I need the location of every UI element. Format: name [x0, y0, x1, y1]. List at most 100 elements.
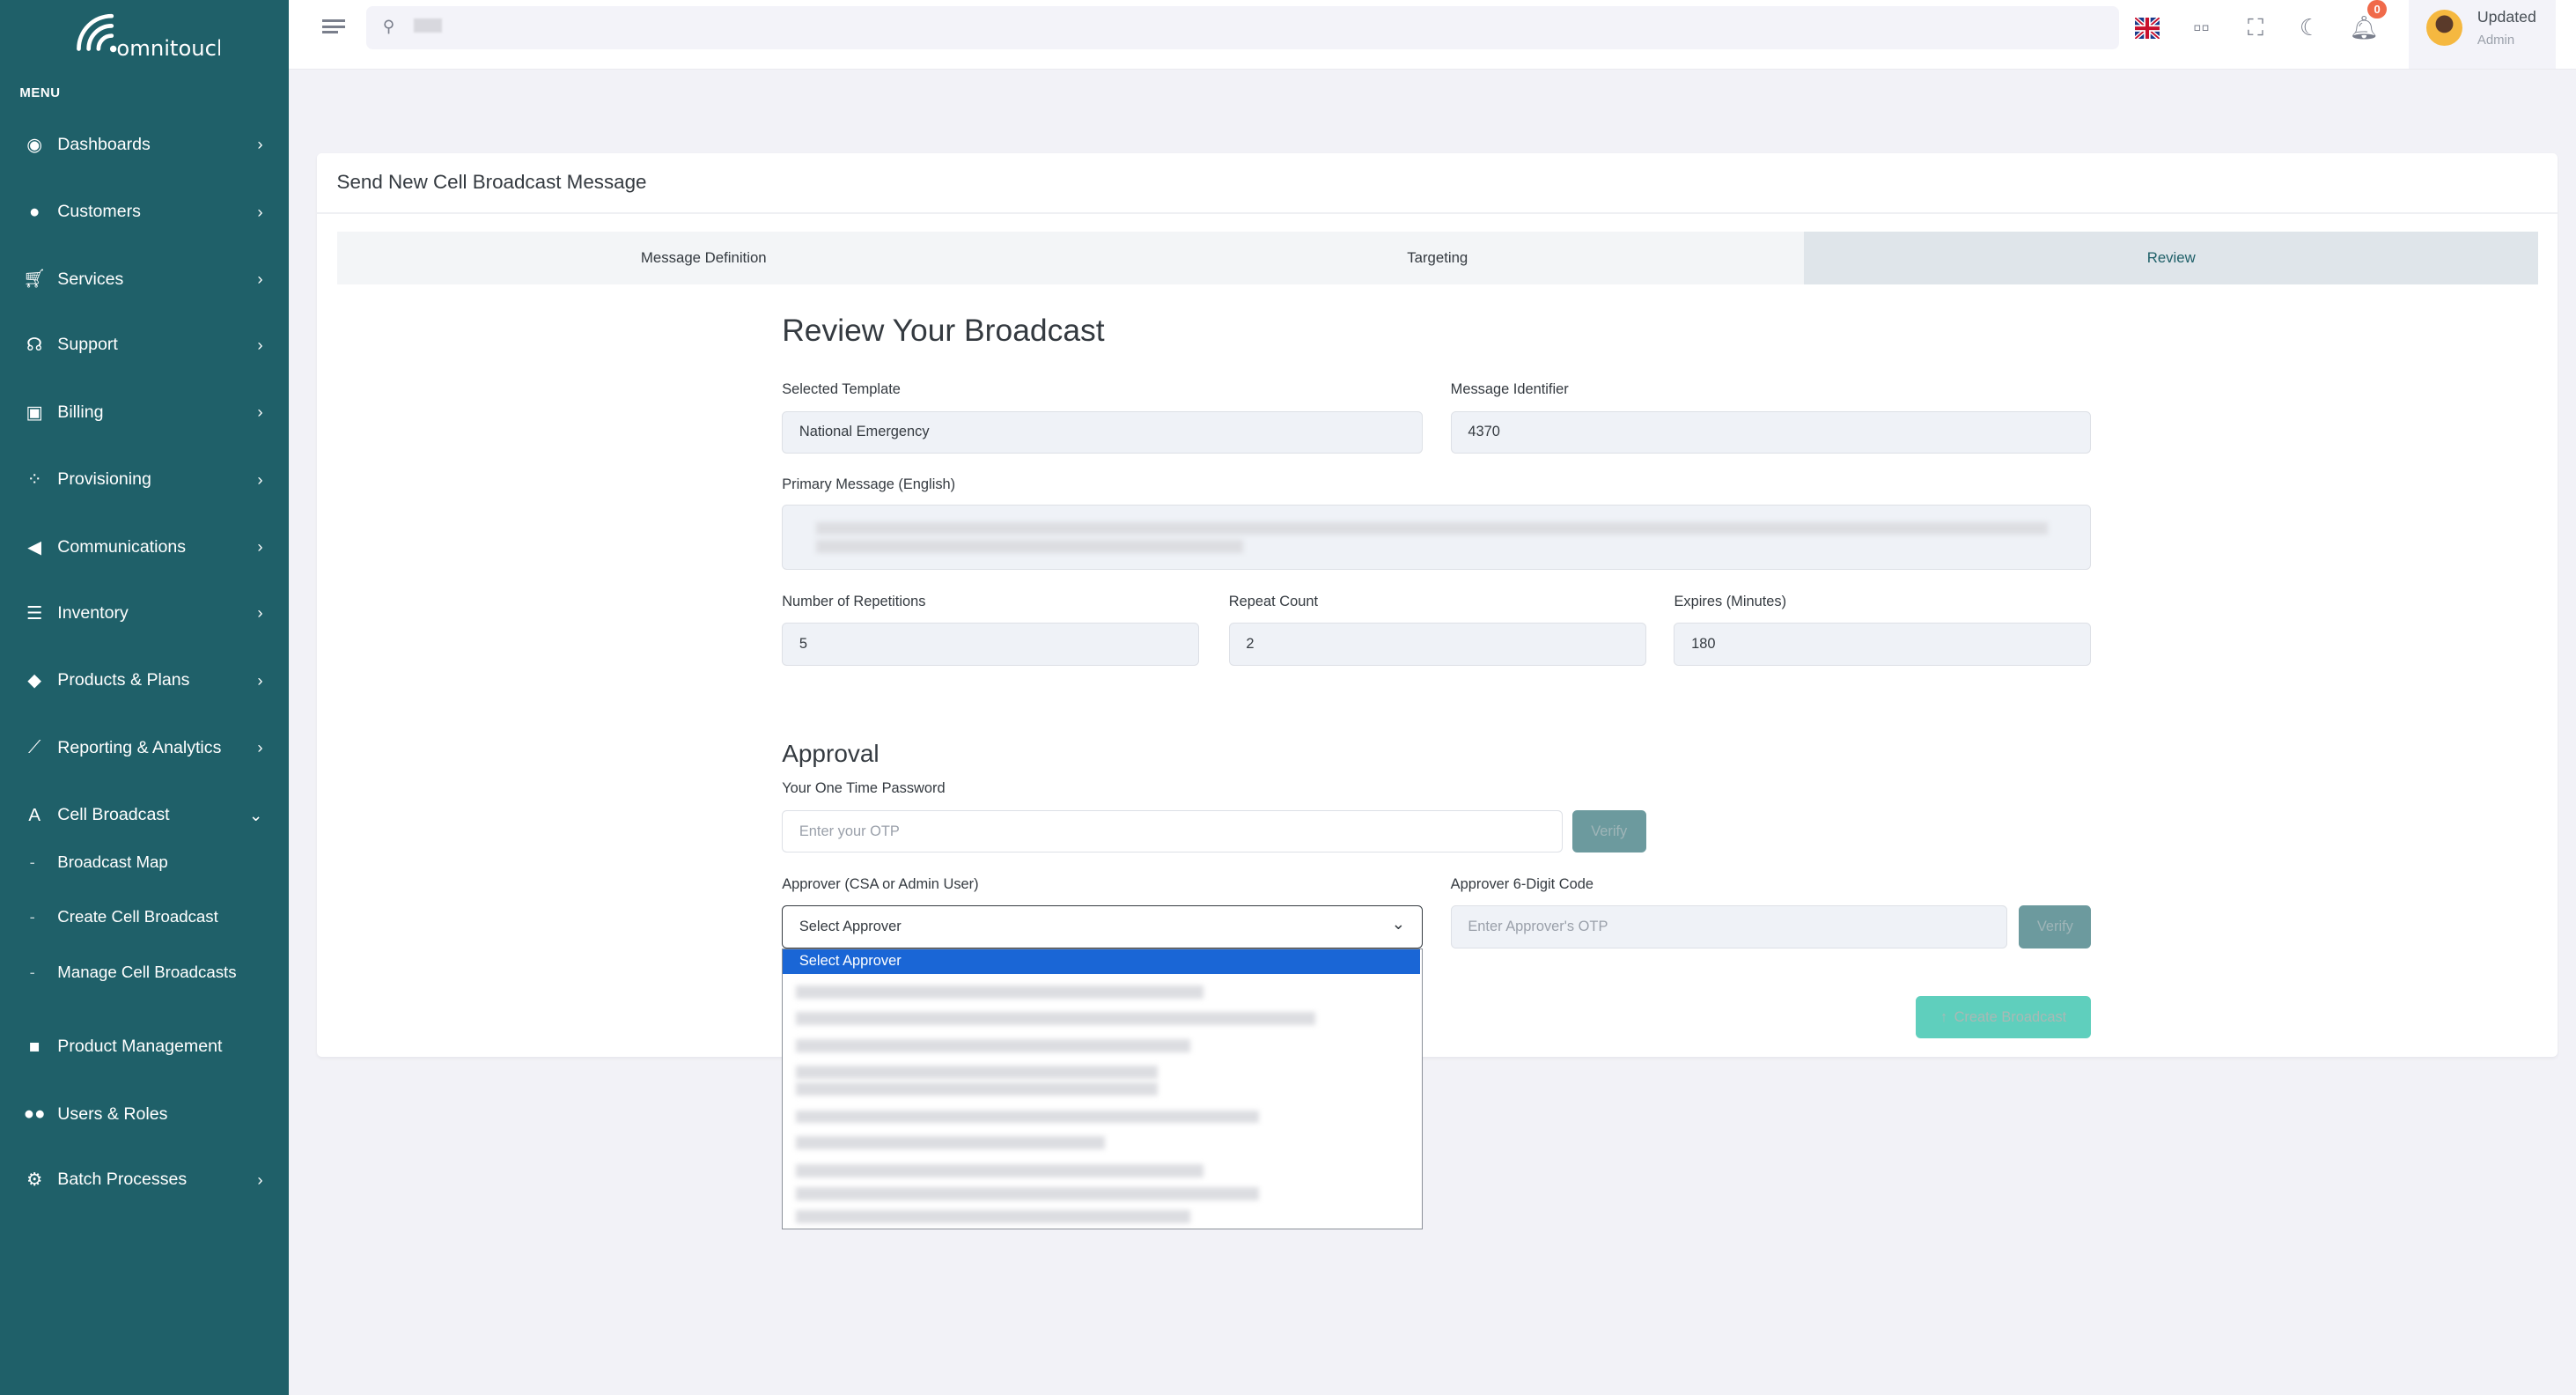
sidebar-item-inventory[interactable]: ☰ Inventory › — [0, 594, 289, 633]
hamburger-menu-icon[interactable] — [321, 17, 345, 37]
sidebar-item-batch-processes[interactable]: ⚙ Batch Processes › — [0, 1160, 289, 1199]
sidebar-item-label: Product Management — [57, 1037, 223, 1057]
megaphone-icon: ◀ — [27, 536, 42, 557]
chevron-right-icon: › — [257, 738, 263, 757]
omnitouch-logo[interactable]: omnitouch — [72, 6, 220, 59]
svg-text:omnitouch: omnitouch — [116, 35, 220, 59]
sidebar-item-label: Provisioning — [57, 469, 151, 490]
notification-bell-icon[interactable]: 🔔︎ — [2349, 14, 2379, 41]
approver-option-redacted[interactable] — [796, 1039, 1190, 1053]
chevron-right-icon: › — [257, 335, 263, 354]
search-text-redacted — [414, 18, 442, 33]
approver-select[interactable]: Select Approver ⌄ — [782, 905, 1423, 948]
sidebar-subitem-manage-cell-broadcasts[interactable]: - Manage Cell Broadcasts — [30, 963, 237, 982]
sidebar-item-label: Reporting & Analytics — [57, 737, 222, 757]
sidebar-item-reporting-analytics[interactable]: ⟋ Reporting & Analytics › — [0, 728, 289, 768]
sidebar-item-label: Communications — [57, 536, 187, 557]
dark-mode-moon-icon[interactable]: ☾ — [2299, 14, 2321, 41]
tower-icon: A — [28, 804, 40, 825]
chevron-right-icon: › — [257, 1170, 263, 1189]
sidebar-item-label: Customers — [57, 202, 141, 222]
approver-option-redacted[interactable] — [796, 1110, 1260, 1124]
message-identifier-field[interactable]: 4370 — [1450, 410, 2092, 454]
user-menu[interactable]: Updated Admin — [2408, 0, 2557, 70]
fullscreen-icon[interactable]: ⛶ — [2247, 13, 2264, 41]
approver-option-redacted[interactable] — [796, 1011, 1315, 1025]
approver-option-redacted[interactable] — [796, 985, 1203, 999]
chevron-right-icon: › — [257, 202, 263, 221]
box-icon: ■ — [28, 1036, 40, 1057]
sidebar-item-products-plans[interactable]: ◆ Products & Plans › — [0, 661, 289, 700]
card-title: Send New Cell Broadcast Message — [336, 171, 647, 194]
user-role: Admin — [2477, 33, 2515, 48]
sidebar-item-product-management[interactable]: ■ Product Management — [0, 1027, 289, 1067]
chevron-right-icon: › — [257, 402, 263, 422]
cart-icon: 🛒︎ — [23, 269, 47, 290]
sidebar-item-label: Cell Broadcast — [57, 805, 170, 825]
warehouse-icon: ☰ — [26, 602, 43, 624]
approver-option-redacted[interactable] — [796, 1210, 1190, 1224]
apps-grid-icon[interactable]: ▫▫ — [2193, 14, 2210, 41]
headset-icon: ☊ — [26, 335, 43, 356]
approval-heading: Approval — [782, 739, 880, 767]
expires-field[interactable]: 180 — [1674, 623, 2092, 666]
approver-option-redacted[interactable] — [796, 1136, 1105, 1150]
tab-message-definition[interactable]: Message Definition — [640, 248, 767, 266]
sidebar-subitem-create-cell-broadcast[interactable]: - Create Cell Broadcast — [30, 907, 218, 926]
sidebar-item-cell-broadcast[interactable]: A Cell Broadcast ⌄ — [0, 795, 289, 835]
approver-option-redacted[interactable] — [796, 1081, 1158, 1096]
dash-icon: - — [29, 907, 35, 926]
menu-title: MENU — [19, 85, 61, 101]
chevron-right-icon: › — [257, 135, 263, 154]
redacted-text — [815, 521, 2049, 535]
tags-icon: ◆ — [27, 670, 42, 690]
repeat-count-label: Repeat Count — [1228, 593, 1319, 609]
repetitions-field[interactable]: 5 — [782, 623, 1200, 666]
otp-label: Your One Time Password — [782, 780, 946, 797]
sidebar-item-provisioning[interactable]: ⁘ Provisioning › — [0, 460, 289, 499]
otp-input[interactable]: Enter your OTP — [782, 809, 1563, 853]
send-broadcast-card: Send New Cell Broadcast Message Message … — [317, 152, 2558, 1057]
chevron-right-icon: › — [257, 603, 263, 623]
search-input[interactable]: ⚲ — [366, 6, 2120, 49]
approver-code-input[interactable]: Enter Approver's OTP — [1450, 905, 2008, 948]
approver-option-redacted[interactable] — [796, 1164, 1203, 1178]
arrow-up-icon: ↑ — [1939, 1008, 1948, 1025]
tab-review[interactable]: Review — [1804, 232, 2538, 284]
repeat-count-field[interactable]: 2 — [1228, 623, 1646, 666]
sidebar-item-communications[interactable]: ◀ Communications › — [0, 528, 289, 567]
sidebar-item-services[interactable]: 🛒︎ Services › — [0, 260, 289, 299]
create-broadcast-button[interactable]: ↑ Create Broadcast — [1915, 995, 2092, 1039]
approver-option-redacted[interactable] — [796, 1066, 1158, 1080]
sidebar-item-billing[interactable]: ▣ Billing › — [0, 393, 289, 432]
uk-flag-icon[interactable] — [2132, 13, 2162, 43]
approver-option-selected[interactable]: Select Approver — [783, 948, 1421, 974]
approver-option-redacted[interactable] — [796, 1187, 1260, 1201]
verify-approver-button[interactable]: Verify — [2019, 905, 2092, 948]
verify-otp-button[interactable]: Verify — [1571, 809, 1646, 853]
approver-dropdown-list: Select Approver — [782, 948, 1423, 1229]
chart-line-icon: ⟋ — [27, 737, 41, 757]
primary-message-field[interactable] — [782, 504, 2092, 571]
sidebar-item-label: Billing — [57, 402, 104, 422]
sidebar-item-support[interactable]: ☊ Support › — [0, 325, 289, 365]
sidebar-item-customers[interactable]: ● Customers › — [0, 192, 289, 232]
wizard-tabs: Message Definition Targeting Review — [336, 232, 2538, 284]
avatar — [2426, 10, 2463, 47]
selected-template-field[interactable]: National Emergency — [782, 410, 1423, 454]
sidebar-subitem-broadcast-map[interactable]: - Broadcast Map — [30, 852, 168, 872]
sidebar-item-label: Users & Roles — [57, 1103, 168, 1124]
approver-label: Approver (CSA or Admin User) — [782, 875, 979, 892]
sidebar-subitem-label: Create Cell Broadcast — [57, 907, 218, 926]
user-name: Updated — [2477, 8, 2536, 26]
redacted-text — [815, 540, 1243, 553]
message-identifier-label: Message Identifier — [1450, 380, 1569, 397]
expires-label: Expires (Minutes) — [1674, 593, 1787, 609]
sidebar-item-users-roles[interactable]: ●● Users & Roles — [0, 1095, 289, 1134]
tab-targeting[interactable]: Targeting — [1407, 248, 1468, 266]
users-icon: ●● — [23, 1103, 46, 1125]
sidebar-item-dashboards[interactable]: ◉ Dashboards › — [0, 125, 289, 165]
selected-template-label: Selected Template — [782, 380, 901, 397]
repetitions-label: Number of Repetitions — [782, 593, 926, 609]
dash-icon: - — [29, 852, 35, 872]
